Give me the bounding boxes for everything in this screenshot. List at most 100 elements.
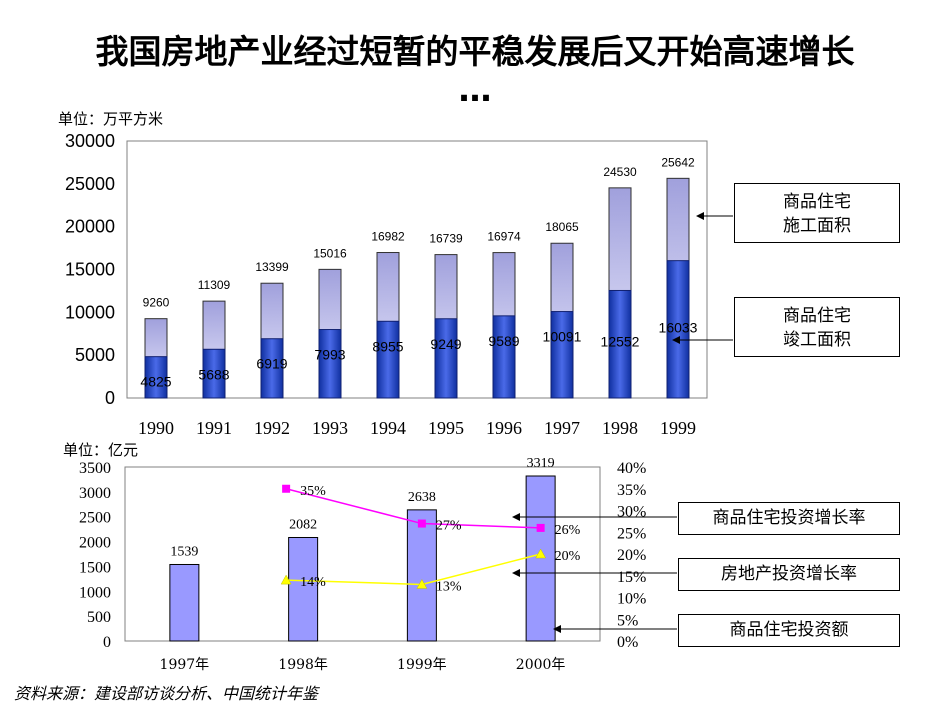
bar-housing-investment bbox=[406, 509, 437, 642]
label-completed-area: 7993 bbox=[314, 347, 345, 363]
label-construction-area: 16974 bbox=[487, 230, 521, 244]
top-x-tick-label: 1995 bbox=[428, 418, 464, 438]
callout-completed-area: 商品住宅 竣工面积 bbox=[734, 297, 900, 357]
top-y-tick-label: 0 bbox=[105, 388, 115, 408]
bottom-y2-tick-label: 35% bbox=[617, 482, 646, 499]
bar-completed-area bbox=[202, 348, 226, 399]
bottom-y2-tick-label: 30% bbox=[617, 504, 646, 521]
label-housing-investment: 3319 bbox=[527, 456, 555, 471]
label-construction-area: 18065 bbox=[545, 220, 579, 234]
bottom-y-tick-label: 2000 bbox=[79, 535, 111, 552]
label-housing-investment: 2082 bbox=[289, 517, 317, 532]
callout-housing-investment-growth: 商品住宅投资增长率 bbox=[678, 502, 900, 535]
label-construction-area: 25642 bbox=[661, 155, 695, 169]
label-completed-area: 8955 bbox=[372, 338, 403, 354]
bottom-x-tick-label: 1997年 bbox=[160, 657, 210, 673]
top-y-tick-label: 5000 bbox=[75, 345, 115, 365]
callout-completed-line2: 竣工面积 bbox=[783, 330, 851, 350]
bottom-y-tick-label: 3500 bbox=[79, 460, 111, 477]
top-chart: 0 5000 10000 15000 20000 25000 30000 9260 4825 19… bbox=[65, 131, 733, 438]
top-x-tick-label: 1992 bbox=[254, 418, 290, 438]
page-title: 我国房地产业经过短暂的平稳发展后又开始高速增长 bbox=[95, 32, 855, 71]
marker-realestate-investment-growth bbox=[535, 548, 547, 559]
bottom-y-tick-label: 1000 bbox=[79, 584, 111, 601]
bottom-y2-tick-label: 25% bbox=[617, 525, 646, 542]
label-completed-area: 10091 bbox=[543, 329, 582, 345]
bottom-chart: 0 500 1000 1500 2000 2500 3000 3500 0% 5% 10% 15% 20… bbox=[79, 456, 677, 673]
top-x-tick-label: 1996 bbox=[486, 418, 522, 438]
top-x-tick-label: 1994 bbox=[370, 418, 406, 438]
arrowhead-housing-investment-growth bbox=[512, 513, 520, 521]
label-construction-area: 13399 bbox=[255, 260, 289, 274]
label-realestate-investment-growth: 14% bbox=[300, 575, 326, 590]
bar-completed-area bbox=[318, 329, 342, 399]
top-x-tick-label: 1997 bbox=[544, 418, 580, 438]
bar-housing-investment bbox=[169, 563, 200, 642]
label-housing-investment: 2638 bbox=[408, 490, 436, 505]
bar-completed-area bbox=[260, 338, 284, 399]
arrowhead-realestate-investment-growth bbox=[512, 569, 520, 577]
arrowhead-housing-investment-amount bbox=[553, 625, 561, 633]
bottom-y2-tick-label: 5% bbox=[617, 612, 638, 629]
label-construction-area: 15016 bbox=[313, 246, 347, 260]
marker-housing-investment-growth bbox=[282, 484, 291, 493]
top-y-tick-label: 25000 bbox=[65, 174, 115, 194]
label-realestate-investment-growth: 20% bbox=[555, 549, 581, 564]
callout-housing-investment-amount: 商品住宅投资额 bbox=[678, 614, 900, 647]
label-construction-area: 16739 bbox=[429, 232, 463, 246]
marker-housing-investment-growth bbox=[536, 523, 545, 532]
label-housing-investment-growth: 35% bbox=[300, 484, 326, 499]
bar-completed-area bbox=[608, 289, 632, 399]
source-note: 资料来源：建设部访谈分析、中国统计年鉴 bbox=[14, 684, 319, 703]
label-construction-area: 24530 bbox=[603, 165, 637, 179]
bottom-y2-tick-label: 20% bbox=[617, 547, 646, 564]
label-construction-area: 11309 bbox=[198, 278, 231, 292]
bottom-y-tick-label: 500 bbox=[87, 609, 111, 626]
top-x-tick-label: 1999 bbox=[660, 418, 696, 438]
bottom-y2-tick-label: 10% bbox=[617, 591, 646, 608]
bottom-chart-unit-label: 单位：亿元 bbox=[63, 441, 139, 459]
top-y-tick-label: 10000 bbox=[65, 302, 115, 322]
title-ellipsis: … bbox=[458, 70, 492, 109]
top-y-tick-label: 15000 bbox=[65, 260, 115, 280]
arrowhead-construction-area bbox=[696, 212, 704, 220]
bar-completed-area bbox=[144, 356, 168, 399]
bottom-y-tick-label: 3000 bbox=[79, 485, 111, 502]
label-completed-area: 5688 bbox=[198, 366, 229, 382]
label-completed-area: 4825 bbox=[140, 374, 171, 390]
callout-construction-line2: 施工面积 bbox=[783, 216, 851, 236]
callout-construction-area: 商品住宅 施工面积 bbox=[734, 183, 900, 243]
bottom-y2-tick-label: 40% bbox=[617, 460, 646, 477]
bottom-y2-tick-label: 0% bbox=[617, 634, 638, 651]
callout-construction-line1: 商品住宅 bbox=[783, 192, 851, 212]
bottom-y2-tick-label: 15% bbox=[617, 569, 646, 586]
top-x-tick-label: 1991 bbox=[196, 418, 232, 438]
bar-housing-investment bbox=[525, 475, 556, 642]
bottom-plot-area bbox=[124, 466, 601, 642]
label-construction-area: 16982 bbox=[371, 230, 405, 244]
marker-housing-investment-growth bbox=[417, 519, 426, 528]
bottom-y-tick-label: 0 bbox=[103, 634, 111, 651]
callout-realestate-investment-growth: 房地产投资增长率 bbox=[678, 558, 900, 591]
bottom-x-tick-label: 1998年 bbox=[278, 657, 328, 673]
bottom-y-tick-label: 1500 bbox=[79, 559, 111, 576]
top-y-tick-label: 20000 bbox=[65, 217, 115, 237]
label-realestate-investment-growth: 13% bbox=[436, 579, 462, 594]
bottom-x-tick-label: 1999年 bbox=[397, 657, 447, 673]
marker-realestate-investment-growth bbox=[416, 578, 428, 589]
bottom-x-tick-label: 2000年 bbox=[516, 657, 566, 673]
bar-completed-area bbox=[434, 318, 458, 399]
label-housing-investment-growth: 27% bbox=[436, 519, 462, 534]
label-housing-investment-growth: 26% bbox=[555, 523, 581, 538]
top-x-tick-label: 1998 bbox=[602, 418, 638, 438]
label-completed-area: 9589 bbox=[488, 333, 519, 349]
callout-completed-line1: 商品住宅 bbox=[783, 306, 851, 326]
bar-completed-area bbox=[376, 320, 400, 399]
label-completed-area: 6919 bbox=[256, 356, 287, 372]
label-completed-area: 9249 bbox=[430, 336, 461, 352]
label-construction-area: 9260 bbox=[143, 296, 170, 310]
label-completed-area: 12552 bbox=[601, 333, 640, 349]
marker-realestate-investment-growth bbox=[280, 574, 292, 585]
bar-completed-area bbox=[666, 260, 690, 399]
